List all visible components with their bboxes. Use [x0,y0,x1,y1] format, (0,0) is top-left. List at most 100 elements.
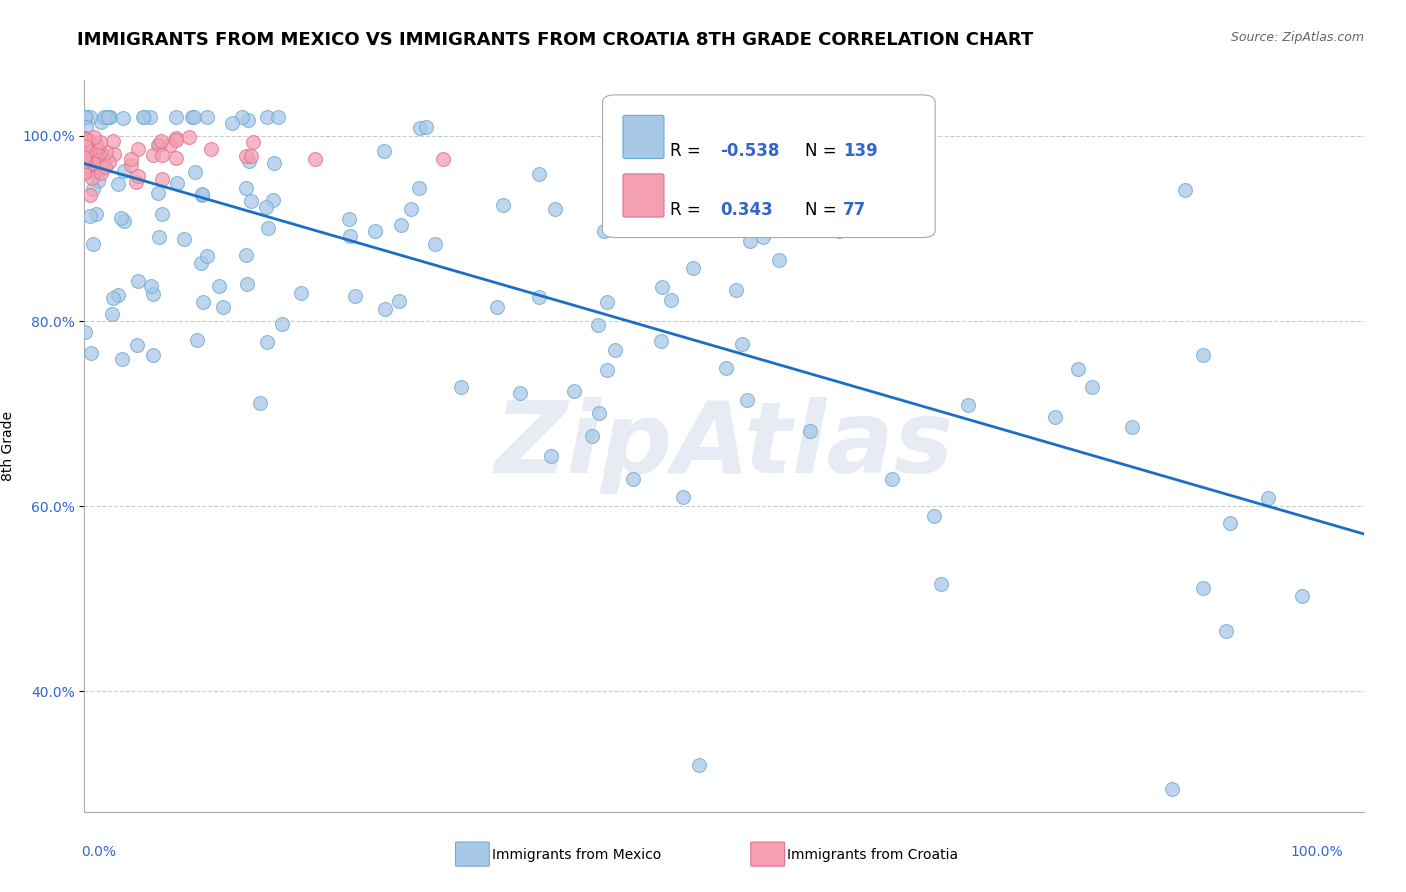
Point [96,111,118,125]
Point [73,156,96,170]
Text: ZipAtlas: ZipAtlas [495,398,953,494]
Point [75,150,97,164]
Point [73,161,96,175]
Point [254,200,277,214]
Point [142,148,165,162]
Point [564,384,586,398]
Text: R =: R = [671,143,706,161]
Point [267,111,290,125]
Point [73,141,96,155]
Point [73,136,96,151]
Point [432,152,454,166]
Point [337,212,360,227]
Point [100,307,122,321]
Point [256,111,278,125]
Point [1174,183,1197,197]
Point [79,145,101,159]
Point [1192,581,1215,595]
Point [682,260,704,275]
Point [127,169,149,183]
Point [1160,781,1182,796]
Text: 0.0%: 0.0% [82,845,117,859]
Point [150,134,173,148]
Point [120,152,142,166]
Text: Immigrants from Mexico: Immigrants from Mexico [492,847,661,862]
Point [799,424,821,438]
Point [1045,409,1067,424]
Point [107,178,129,192]
Point [73,165,96,179]
Point [193,295,215,310]
Point [148,137,170,152]
Point [73,151,96,165]
Point [659,293,682,308]
Point [596,294,619,309]
Point [87,149,110,163]
Point [235,181,257,195]
Point [165,111,187,125]
Point [86,144,108,158]
Point [236,277,259,291]
Point [75,146,97,161]
Point [112,214,135,228]
Point [672,490,695,504]
Point [211,300,233,314]
Point [139,111,162,125]
Point [165,133,187,147]
Point [97,111,120,125]
Point [75,161,97,176]
Point [165,151,187,165]
Point [239,149,262,163]
Point [768,253,790,268]
Point [73,164,96,178]
Point [82,161,104,176]
Point [263,156,285,170]
Point [73,135,96,149]
Point [79,209,101,223]
Point [73,150,96,164]
Text: 100.0%: 100.0% [1291,845,1343,859]
Point [120,158,142,172]
Point [77,153,100,168]
Point [191,187,214,202]
Point [240,194,263,208]
Point [509,386,531,401]
Point [84,140,107,154]
Point [73,153,96,167]
Point [882,472,904,486]
Point [93,160,115,174]
Point [82,156,104,170]
Point [73,148,96,162]
Point [173,232,195,246]
Point [90,115,112,129]
Point [79,135,101,149]
Point [1215,624,1237,639]
Point [159,137,181,152]
Point [1219,516,1241,530]
Point [89,145,111,160]
Point [73,139,96,153]
Point [91,161,114,175]
Point [596,363,619,377]
Point [605,343,627,357]
Point [735,393,758,408]
Point [148,230,170,244]
Point [740,234,762,248]
Point [87,145,110,159]
Point [651,179,673,194]
Point [1081,380,1104,394]
Point [235,248,257,262]
Point [150,171,173,186]
Point [256,334,278,349]
Point [339,229,361,244]
Point [79,188,101,202]
Point [73,111,96,125]
Point [96,145,118,159]
Point [540,450,562,464]
Point [73,133,96,147]
Point [190,186,212,201]
Point [650,334,672,349]
Point [111,351,134,366]
Point [131,111,153,125]
Point [751,230,773,244]
